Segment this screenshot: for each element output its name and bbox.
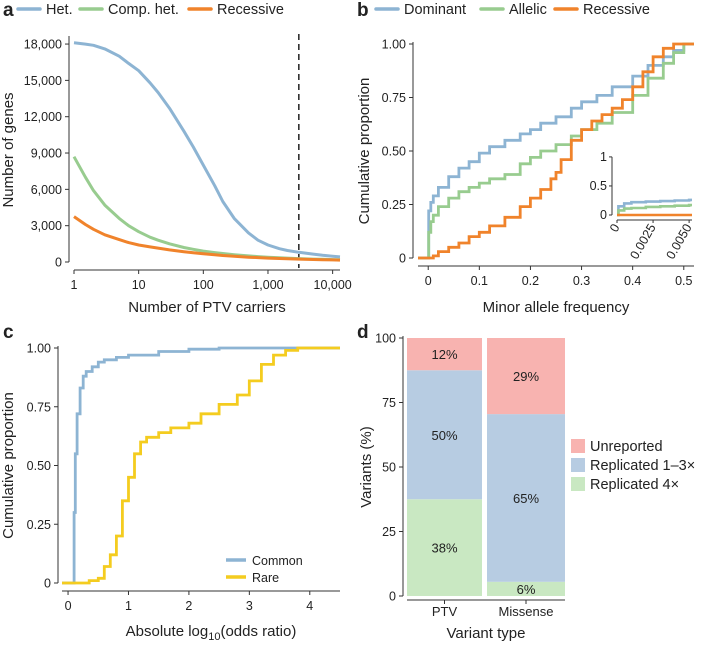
y-tick-label-3: 0.75	[27, 400, 51, 414]
y-tick-label-1: 0.25	[382, 198, 406, 212]
x-tick-label-2: 100	[193, 278, 214, 292]
legend-label-2: Recessive	[583, 2, 650, 18]
bar-label-0-1: 50%	[431, 428, 457, 443]
legend-label-1: Allelic	[509, 2, 547, 18]
legend-label-2: Recessive	[217, 2, 284, 18]
y-tick-label-0: 0	[389, 590, 396, 604]
bar-0-0	[407, 499, 482, 596]
y-tick-label-0: 0	[399, 252, 406, 266]
inset: 00.510 0.0025 0.0050	[580, 145, 698, 262]
x-tick-label-4: 10,000	[314, 278, 352, 292]
y-tick-label-4: 12,000	[24, 110, 62, 124]
panel-c: 0 0.25 0.50 0.75 1.00 0 1 2 3 4 Common Rare Absolute…	[0, 342, 340, 643]
x-tick-label-0: 0	[65, 599, 72, 613]
panel-d: 0 25 50 75 100 38% 50% 12% PTV 6% 65% 29% Missense Un…	[358, 332, 695, 643]
y-tick-label-1: 25	[382, 525, 396, 539]
bar-label-1-1: 65%	[513, 491, 539, 506]
legend-swatch-2	[571, 477, 585, 491]
x-tick-label-1: 0.1	[471, 274, 488, 288]
x-axis-title: Variant type	[447, 625, 526, 642]
legend-swatch-1	[571, 458, 585, 472]
bar-0-1	[407, 370, 482, 500]
series-line-1	[62, 346, 340, 585]
panel-letter-d: d	[357, 322, 369, 343]
x-axis-title: Number of PTV carriers	[128, 299, 286, 316]
legend-label-1: Replicated 1–3×	[590, 458, 695, 474]
legend-swatch-0	[571, 439, 585, 453]
x-tick-label-0: 1	[71, 278, 78, 292]
series-line-2	[418, 42, 694, 260]
x-tick-label-3: 3	[246, 599, 253, 613]
bar-1-2	[487, 338, 565, 415]
x-axis-title: Absolute log10(odds ratio)	[126, 623, 297, 643]
series-line-0	[62, 346, 340, 585]
y-tick-label-2: 6,000	[31, 183, 62, 197]
y-tick-label-2: 0.50	[27, 459, 51, 473]
x-tick-label-1: 10	[132, 278, 146, 292]
series-line-0	[418, 42, 694, 260]
inset-series-line-1	[617, 203, 692, 217]
y-tick-label-4: 1.00	[27, 342, 51, 356]
x-tick-label-4: 0.4	[624, 274, 641, 288]
panel-letter-a: a	[3, 0, 14, 21]
y-tick-label-3: 75	[382, 396, 396, 410]
panel-letter-b: b	[357, 0, 369, 21]
inset-y-tick-label-0: 0	[600, 208, 607, 222]
y-axis-title: Cumulative proportion	[0, 392, 17, 539]
x-tick-label-2: 0.2	[522, 274, 539, 288]
x-tick-label-5: 0.5	[675, 274, 692, 288]
y-axis-title: Variants (%)	[358, 426, 375, 507]
y-tick-label-4: 100	[375, 332, 396, 346]
bar-1-0	[487, 581, 565, 596]
y-tick-label-5: 15,000	[24, 74, 62, 88]
panel-letter-c: c	[3, 322, 14, 343]
y-tick-label-0: 0	[44, 577, 51, 591]
x-axis-title-subscript: 10	[208, 631, 220, 643]
y-axis-title: Cumulative proportion	[356, 78, 373, 225]
x-tick-label-0: 0	[425, 274, 432, 288]
y-tick-label-3: 0.75	[382, 91, 406, 105]
y-tick-label-1: 0.25	[27, 518, 51, 532]
legend-label-1: Rare	[252, 571, 279, 585]
x-axis-title-main: Absolute log	[126, 623, 209, 640]
bar-label-0-0: 38%	[431, 541, 457, 556]
panel-b: Dominant Allelic Recessive00.250.500.751.0…	[356, 2, 698, 316]
inset-y-tick-label-1: 0.5	[590, 179, 607, 193]
x-tick-label-3: 0.3	[573, 274, 590, 288]
y-tick-label-4: 1.00	[382, 38, 406, 52]
y-tick-label-1: 3,000	[31, 219, 62, 233]
legend-label-0: Dominant	[404, 2, 466, 18]
series-line-0	[73, 41, 341, 259]
panel-a: Het. Comp. het. Recessive 0 3,000 6,000 9,000 1…	[0, 2, 352, 316]
y-tick-label-2: 0.50	[382, 145, 406, 159]
x-tick-label-2: 2	[185, 599, 192, 613]
x-tick-label-4: 4	[306, 599, 313, 613]
bar-label-0-2: 12%	[431, 347, 457, 362]
inset-y-tick-label-2: 1	[600, 150, 607, 164]
x-tick-label-0: PTV	[432, 604, 458, 619]
legend-label-0: Unreported	[590, 439, 663, 455]
inset-series-line-0	[617, 198, 692, 217]
y-tick-label-2: 50	[382, 461, 396, 475]
bar-label-1-2: 29%	[513, 369, 539, 384]
y-tick-label-6: 18,000	[24, 38, 62, 52]
x-tick-label-1: Missense	[499, 604, 554, 619]
x-axis-title: Minor allele frequency	[483, 299, 630, 316]
bar-label-1-0: 6%	[517, 582, 536, 597]
x-axis-title-tail: (odds ratio)	[220, 623, 296, 640]
series-line-2	[73, 215, 341, 262]
series-line-1	[418, 42, 694, 260]
legend-label-2: Replicated 4×	[590, 477, 679, 493]
legend-label-0: Het.	[46, 2, 73, 18]
legend-label-1: Comp. het.	[108, 2, 179, 18]
bar-0-2	[407, 338, 482, 371]
x-tick-label-3: 1,000	[252, 278, 283, 292]
x-tick-label-1: 1	[125, 599, 132, 613]
y-tick-label-3: 9,000	[31, 147, 62, 161]
bar-1-1	[487, 414, 565, 582]
y-axis-title: Number of genes	[0, 92, 17, 207]
y-tick-label-0: 0	[55, 256, 62, 270]
legend-label-0: Common	[252, 554, 303, 568]
